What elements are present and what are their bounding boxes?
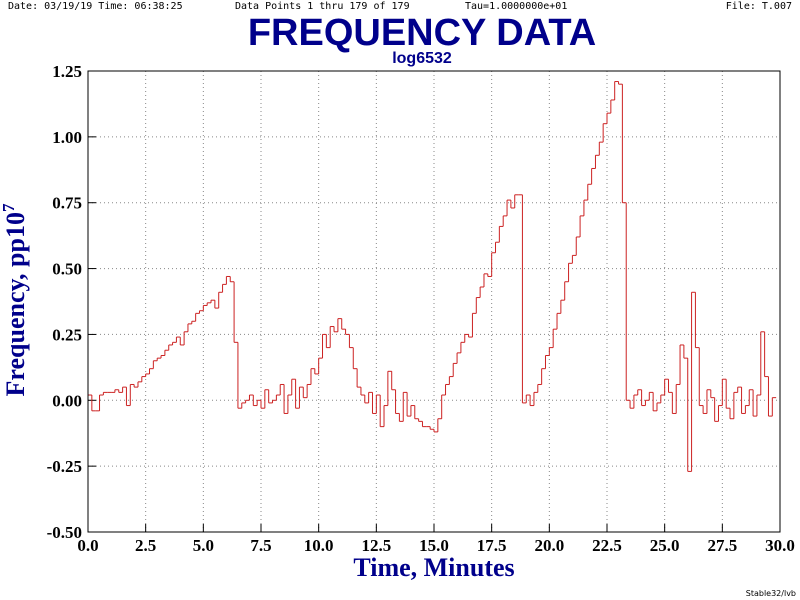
x-tick-label: 0.0	[77, 536, 98, 555]
footer: Stable32/lvb	[746, 589, 796, 598]
x-tick-label: 25.0	[650, 536, 680, 555]
step-connector	[91, 81, 773, 472]
header-points: Data Points 1 thru 179 of 179	[235, 1, 410, 12]
x-tick-label: 20.0	[534, 536, 564, 555]
y-tick-label: 1.00	[52, 128, 82, 147]
y-tick-label: 0.50	[52, 260, 82, 279]
header-date: Date: 03/19/19 Time: 06:38:25	[8, 1, 183, 12]
chart-title: FREQUENCY DATA	[248, 12, 596, 54]
x-tick-label: 5.0	[193, 536, 214, 555]
y-tick-label: -0.50	[47, 523, 82, 542]
x-tick-label: 12.5	[361, 536, 391, 555]
header-file: File: T.007	[726, 1, 792, 12]
header-tau: Tau=1.0000000e+01	[465, 1, 567, 12]
y-axis-label-text: Frequency, pp10	[1, 212, 30, 396]
y-tick-label: 0.25	[52, 325, 82, 344]
y-axis-label: Frequency, pp107	[0, 203, 30, 396]
x-tick-label: 7.5	[250, 536, 271, 555]
x-tick-label: 15.0	[419, 536, 449, 555]
x-tick-label: 17.5	[477, 536, 507, 555]
y-tick-label: -0.25	[47, 457, 82, 476]
y-tick-label: 0.00	[52, 391, 82, 410]
y-tick-label: 0.75	[52, 194, 82, 213]
x-tick-label: 10.0	[304, 536, 334, 555]
y-axis-label-exponent: 7	[0, 203, 18, 212]
y-tick-label: 1.25	[52, 62, 82, 81]
chart-subtitle: log6532	[392, 50, 452, 67]
x-tick-label: 2.5	[135, 536, 156, 555]
x-tick-label: 27.5	[707, 536, 737, 555]
x-axis-label: Time, Minutes	[353, 553, 514, 582]
x-tick-label: 30.0	[765, 536, 795, 555]
x-tick-label: 22.5	[592, 536, 622, 555]
plot-frame	[87, 70, 781, 533]
